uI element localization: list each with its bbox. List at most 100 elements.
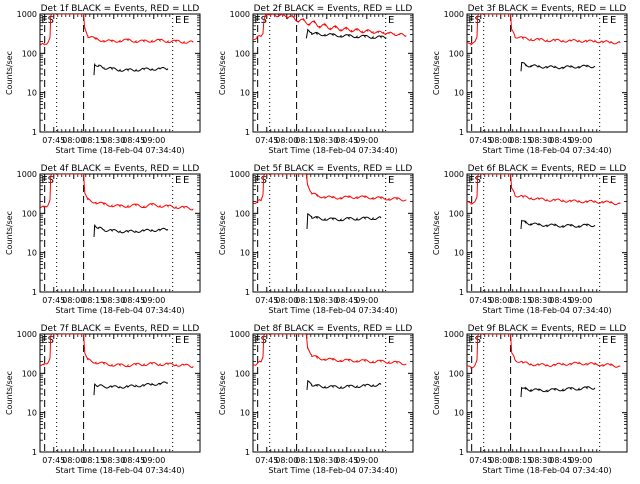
interval-marker-label: E — [254, 15, 260, 26]
x-axis-label: Start Time (18-Feb-04 07:34:40) — [55, 306, 184, 315]
panel-title: Det 5f BLACK = Events, RED = LLD — [254, 164, 413, 174]
interval-marker-label: E — [175, 335, 181, 346]
y-tick-label: 100 — [449, 369, 464, 378]
x-tick-label: 08:15 — [82, 456, 105, 465]
plot-frame — [252, 333, 414, 453]
x-tick-label: 08:30 — [102, 296, 125, 305]
x-tick-label: 09:00 — [142, 136, 165, 145]
x-axis-label: Start Time (18-Feb-04 07:34:40) — [482, 146, 611, 155]
x-tick-label: 09:00 — [355, 456, 378, 465]
x-tick-label: 08:45 — [122, 296, 145, 305]
y-tick-label: 1000 — [230, 10, 250, 19]
y-tick-label: 1 — [245, 128, 250, 137]
x-tick-label: 08:45 — [335, 456, 358, 465]
panel-5: Det 5f BLACK = Events, RED = LLD 1 10 100 10… — [218, 164, 414, 315]
x-tick-label: 08:45 — [122, 136, 145, 145]
interval-marker-label: E — [468, 175, 474, 186]
panel-1: Det 1f BLACK = Events, RED = LLD 1 10 100 10… — [5, 4, 201, 155]
panel-4: Det 4f BLACK = Events, RED = LLD 1 10 100 10… — [5, 164, 201, 315]
x-tick-label: 09:00 — [569, 136, 592, 145]
lld-series-line — [40, 174, 194, 211]
y-tick-label: 1 — [459, 128, 464, 137]
x-tick-label: 08:30 — [102, 136, 125, 145]
x-axis-label: Start Time (18-Feb-04 07:34:40) — [482, 466, 611, 475]
y-axis-label: Counts/sec — [218, 211, 227, 255]
lld-series-line — [467, 14, 621, 46]
x-tick-label: 08:00 — [62, 296, 85, 305]
y-tick-label: 10 — [27, 409, 37, 418]
interval-marker-label: E — [41, 335, 47, 346]
x-tick-label: 09:00 — [569, 456, 592, 465]
x-tick-label: 08:00 — [62, 456, 85, 465]
x-tick-label: 08:45 — [335, 136, 358, 145]
y-tick-label: 1000 — [444, 10, 464, 19]
y-tick-label: 10 — [240, 409, 250, 418]
y-tick-label: 100 — [449, 209, 464, 218]
x-tick-label: 07:45 — [255, 456, 278, 465]
y-tick-label: 100 — [235, 49, 250, 58]
lld-series-line — [253, 334, 407, 366]
x-tick-label: 08:15 — [82, 136, 105, 145]
interval-marker-label: E — [610, 335, 616, 346]
y-tick-label: 1000 — [17, 10, 37, 19]
panel-title: Det 4f BLACK = Events, RED = LLD — [41, 164, 200, 174]
x-tick-label: 07:45 — [255, 296, 278, 305]
panel-title: Det 3f BLACK = Events, RED = LLD — [468, 4, 627, 14]
x-tick-label: 08:45 — [122, 456, 145, 465]
lld-series-line — [467, 334, 621, 369]
interval-marker-label: E — [175, 15, 181, 26]
lld-series-line — [253, 14, 407, 41]
y-tick-label: 1000 — [230, 330, 250, 339]
interval-marker-label: E — [602, 335, 608, 346]
interval-marker-label: E — [183, 15, 189, 26]
y-tick-label: 100 — [449, 49, 464, 58]
y-tick-label: 1000 — [230, 170, 250, 179]
interval-marker-label: E — [610, 175, 616, 186]
y-tick-label: 10 — [454, 89, 464, 98]
x-tick-label: 07:45 — [469, 136, 492, 145]
interval-marker-label: E — [41, 15, 47, 26]
y-axis-label: Counts/sec — [432, 51, 441, 95]
x-axis-label: Start Time (18-Feb-04 07:34:40) — [268, 466, 397, 475]
interval-marker-label: E — [468, 335, 474, 346]
lld-series-line — [40, 334, 194, 369]
interval-marker-label: E — [388, 175, 394, 186]
panel-6: Det 6f BLACK = Events, RED = LLD 1 10 100 10… — [432, 164, 628, 315]
y-tick-label: 1 — [32, 448, 37, 457]
y-tick-label: 1 — [32, 128, 37, 137]
x-tick-label: 08:00 — [275, 456, 298, 465]
x-tick-label: 07:45 — [469, 456, 492, 465]
x-tick-label: 08:00 — [489, 136, 512, 145]
y-tick-label: 100 — [235, 369, 250, 378]
x-tick-label: 08:00 — [489, 456, 512, 465]
x-tick-label: 08:00 — [275, 296, 298, 305]
x-tick-label: 08:15 — [509, 296, 532, 305]
interval-marker-label: E — [610, 15, 616, 26]
x-tick-label: 08:15 — [295, 136, 318, 145]
x-tick-label: 09:00 — [142, 296, 165, 305]
y-tick-label: 100 — [235, 209, 250, 218]
x-tick-label: 08:30 — [315, 136, 338, 145]
events-series-line — [520, 386, 596, 398]
x-tick-label: 08:00 — [489, 296, 512, 305]
x-tick-label: 08:15 — [295, 456, 318, 465]
x-tick-label: 08:15 — [509, 136, 532, 145]
x-axis-label: Start Time (18-Feb-04 07:34:40) — [55, 466, 184, 475]
x-tick-label: 08:30 — [315, 456, 338, 465]
interval-marker-label: E — [388, 15, 394, 26]
plot-frame — [252, 173, 414, 293]
y-tick-label: 100 — [22, 49, 37, 58]
y-axis-label: Counts/sec — [432, 371, 441, 415]
plot-frame — [39, 333, 201, 453]
interval-marker-label: E — [388, 335, 394, 346]
events-series-line — [305, 28, 387, 39]
x-tick-label: 08:15 — [295, 296, 318, 305]
y-axis-label: Counts/sec — [218, 51, 227, 95]
x-tick-label: 07:45 — [42, 456, 65, 465]
x-axis-label: Start Time (18-Feb-04 07:34:40) — [268, 146, 397, 155]
plot-frame — [39, 173, 201, 293]
interval-marker-label: E — [254, 175, 260, 186]
y-tick-label: 10 — [27, 89, 37, 98]
lld-series-line — [253, 174, 407, 205]
